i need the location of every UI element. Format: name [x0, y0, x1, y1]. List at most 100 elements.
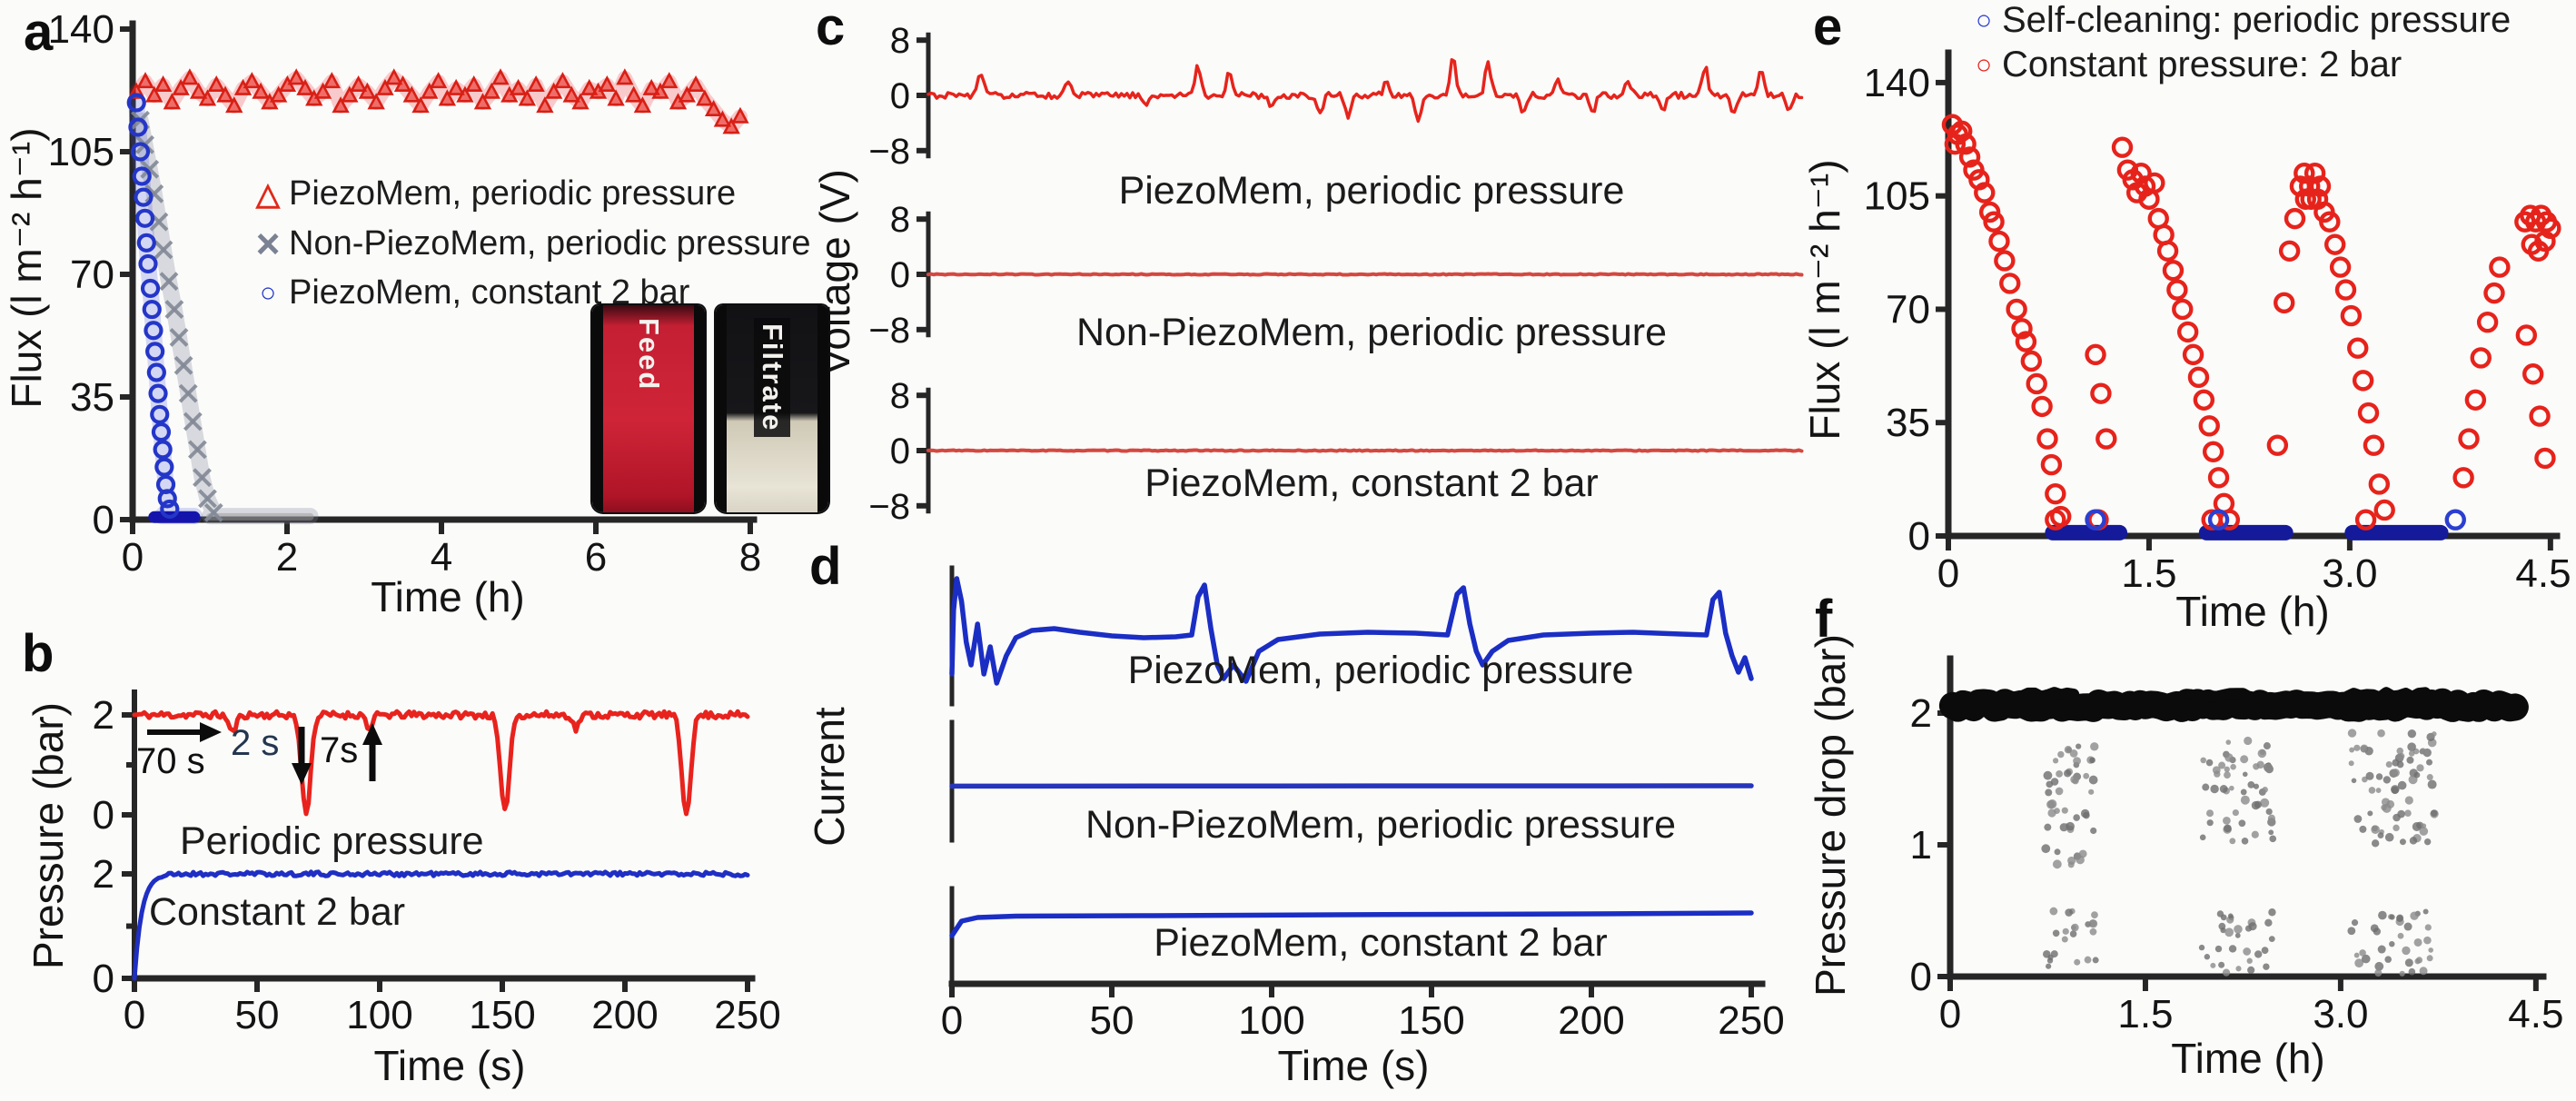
a-legend-label: PiezoMem, periodic pressure	[289, 174, 737, 213]
c-y-tick-label: 0	[890, 255, 910, 295]
b-down-arrowhead-icon	[292, 763, 312, 785]
panel-label-a: a	[24, 3, 54, 62]
b-period-arrowhead-icon	[200, 722, 222, 742]
e-y-tick-label: 140	[1864, 61, 1930, 105]
x-marker-icon: ×	[255, 220, 281, 267]
a-x-tick-label: 6	[585, 535, 607, 580]
b-annotation-close-time: 2 s	[231, 723, 280, 763]
b-x-tick-label: 0	[124, 993, 145, 1037]
b-y-tick-label: 2	[93, 693, 114, 738]
c-y-tick-label: 8	[890, 376, 910, 416]
panel-label-f: f	[1815, 590, 1833, 649]
e-x-tick-label: 3.0	[2322, 551, 2377, 596]
f-x-axis-title: Time (h)	[2171, 1035, 2325, 1082]
a-x-tick-label: 2	[276, 535, 298, 580]
c-sub2-voltage-trace	[926, 272, 1804, 277]
e-series-constant-pressure	[1941, 114, 2561, 531]
e-x-tick-label: 4.5	[2515, 551, 2571, 596]
circle-marker-icon: ○	[1975, 49, 1993, 80]
e-legend-item-constant-pressure: ○ Constant pressure: 2 bar	[1966, 45, 2511, 85]
f-x-tick-label: 1.5	[2117, 992, 2173, 1037]
b-trace-label-periodic: Periodic pressure	[180, 819, 484, 863]
e-x-tick-label: 0	[1937, 551, 1959, 596]
b-up-arrowhead-icon	[362, 723, 382, 745]
d-x-tick-label: 0	[941, 998, 963, 1043]
d-x-tick-label: 250	[1718, 998, 1784, 1043]
panel-label-c: c	[816, 0, 846, 56]
b-annotation-period: 70 s	[136, 741, 205, 781]
a-inset-photo: Feed Filtrate	[592, 305, 828, 512]
e-y-tick-label: 0	[1908, 514, 1930, 559]
panel-label-d: d	[809, 537, 842, 596]
b-periodic-pressure-trace	[132, 709, 750, 817]
a-x-axis-title: Time (h)	[371, 573, 525, 620]
b-x-tick-label: 50	[235, 993, 280, 1037]
c-y-tick-label: 0	[890, 431, 910, 471]
f-x-tick-label: 3.0	[2313, 992, 2368, 1037]
c-sub3-label: PiezoMem, constant 2 bar	[1144, 461, 1599, 505]
f-y-tick-label: 2	[1910, 691, 1932, 736]
d-y-axis-title: Current	[806, 707, 853, 847]
circle-marker-icon: ○	[1975, 5, 1993, 35]
e-legend-label: Self-cleaning: periodic pressure	[2002, 0, 2512, 40]
panel-label-b: b	[22, 624, 54, 683]
circle-marker-icon: ○	[259, 277, 277, 308]
c-sub1-voltage-trace	[926, 58, 1804, 124]
a-legend-item-non-piezomem: × Non-PiezoMem, periodic pressure	[247, 220, 811, 267]
d-x-axis-title: Time (s)	[1277, 1042, 1430, 1089]
e-legend-label: Constant pressure: 2 bar	[2002, 45, 2403, 84]
f-x-tick-label: 0	[1939, 992, 1961, 1037]
a-x-tick-label: 8	[739, 535, 761, 580]
f-pressure-band-bump	[2185, 688, 2255, 703]
b-y-axis-title: Pressure (bar)	[25, 702, 72, 969]
e-y-tick-label: 35	[1886, 401, 1930, 445]
filtrate-vial-image: Filtrate	[716, 305, 828, 512]
e-x-tick-label: 1.5	[2121, 551, 2176, 596]
e-y-axis-title: Flux (l m⁻² h⁻¹)	[1801, 159, 1848, 441]
f-y-tick-label: 1	[1910, 823, 1932, 868]
d-sub1-label: PiezoMem, periodic pressure	[1127, 649, 1634, 692]
e-x-axis-title: Time (h)	[2175, 588, 2330, 635]
f-fouling-scatter	[2041, 729, 2439, 977]
d-x-tick-label: 100	[1238, 998, 1304, 1043]
a-series-piezomem-constant	[126, 93, 180, 520]
f-pressure-band	[1938, 688, 2529, 722]
e-legend-item-self-cleaning: ○ Self-cleaning: periodic pressure	[1966, 0, 2511, 41]
e-legend: ○ Self-cleaning: periodic pressure ○ Con…	[1966, 0, 2511, 89]
b-annotation-open-time: 7s	[320, 730, 359, 770]
b-x-tick-label: 200	[591, 993, 658, 1037]
b-y-tick-label: 2	[93, 852, 114, 897]
c-sub1-label: PiezoMem, periodic pressure	[1118, 169, 1625, 213]
d-sub2-label: Non-PiezoMem, periodic pressure	[1085, 803, 1677, 847]
c-y-tick-label: −8	[868, 311, 910, 351]
a-y-axis-title: Flux (l m⁻² h⁻¹)	[3, 127, 50, 409]
d-x-tick-label: 150	[1398, 998, 1464, 1043]
b-x-axis-title: Time (s)	[373, 1042, 526, 1089]
panel-label-e: e	[1813, 0, 1843, 56]
filtrate-vial-label: Filtrate	[754, 318, 790, 438]
b-x-tick-label: 250	[714, 993, 780, 1037]
c-y-tick-label: 0	[890, 76, 910, 116]
f-x-tick-label: 4.5	[2508, 992, 2563, 1037]
e-y-tick-label: 105	[1864, 174, 1930, 219]
f-pressure-band-bump	[2009, 687, 2080, 702]
b-x-tick-label: 100	[346, 993, 412, 1037]
b-y-tick-label: 0	[93, 957, 114, 1001]
b-y-tick-label: 0	[93, 793, 114, 838]
triangle-marker-icon: △	[255, 176, 281, 212]
c-y-tick-label: 8	[890, 200, 910, 240]
a-y-tick-label: 0	[93, 498, 114, 542]
a-x-tick-label: 4	[431, 535, 452, 580]
a-legend-label: Non-PiezoMem, periodic pressure	[289, 223, 811, 263]
a-y-tick-label: 140	[48, 7, 114, 52]
a-y-tick-label: 105	[48, 130, 114, 174]
a-legend-item-piezomem-periodic: △ PiezoMem, periodic pressure	[247, 174, 810, 213]
a-series-piezomem-periodic	[127, 68, 749, 134]
c-y-tick-label: −8	[868, 487, 910, 527]
a-legend: △ PiezoMem, periodic pressure × Non-Piez…	[247, 174, 811, 322]
d-x-tick-label: 200	[1558, 998, 1624, 1043]
d-sub1-current-trace	[949, 576, 1754, 686]
c-y-tick-label: 8	[890, 21, 910, 61]
e-y-tick-label: 70	[1886, 287, 1930, 332]
